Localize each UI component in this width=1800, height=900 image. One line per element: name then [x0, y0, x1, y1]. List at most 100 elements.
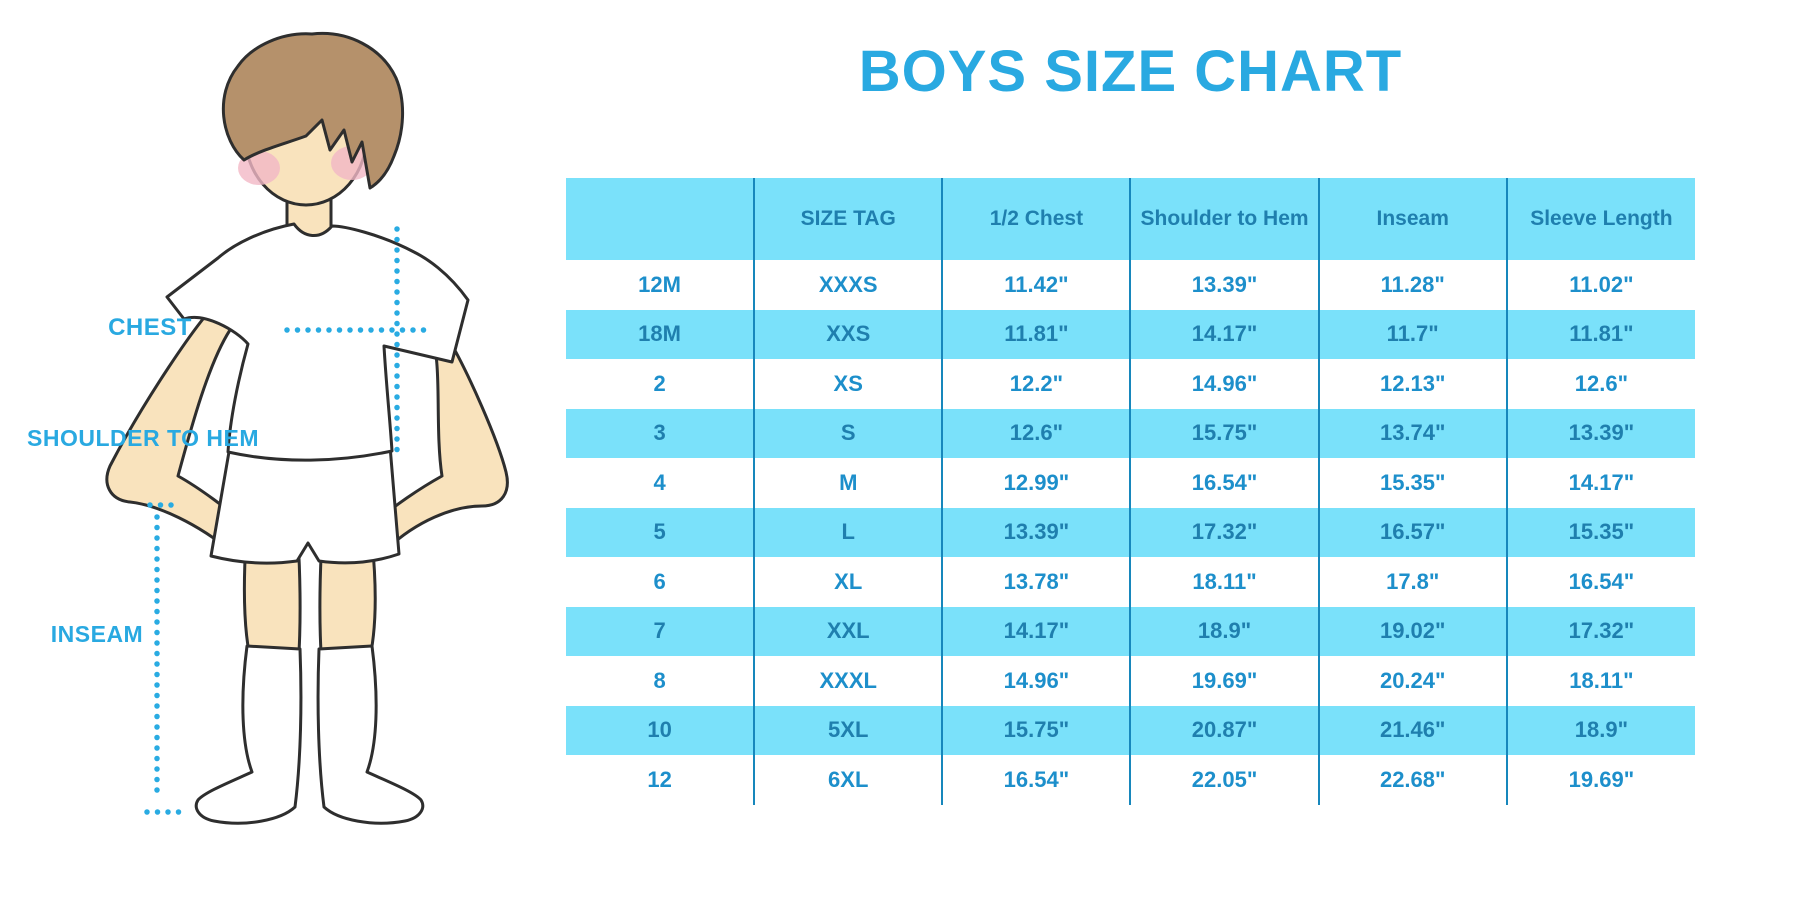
table-row: 7 XXL 14.17" 18.9" 19.02" 17.32"	[566, 606, 1695, 656]
table-cell: 8	[566, 656, 755, 706]
column-header: SIZE TAG	[753, 178, 943, 260]
table-cell: M	[753, 458, 943, 508]
boy-sock-right	[316, 644, 425, 825]
table-cell: 13.78"	[941, 557, 1131, 607]
table-cell: 12.13"	[1317, 359, 1507, 409]
table-cell: 11.7"	[1317, 309, 1507, 359]
table-cell: 22.68"	[1317, 755, 1507, 805]
table-cell: 18.9"	[1505, 705, 1695, 755]
boy-arm-left	[105, 294, 260, 554]
chest-label: CHEST	[108, 314, 192, 341]
table-cell: L	[753, 507, 943, 557]
table-cell: 11.28"	[1317, 260, 1507, 310]
table-cell: 19.69"	[1129, 656, 1319, 706]
column-header: 1/2 Chest	[941, 178, 1131, 260]
table-cell: 6XL	[753, 755, 943, 805]
table-row: 4 M 12.99" 16.54" 15.35" 14.17"	[566, 458, 1695, 508]
table-cell: 18.11"	[1129, 557, 1319, 607]
table-cell: 19.02"	[1317, 606, 1507, 656]
table-cell: 16.57"	[1317, 507, 1507, 557]
table-cell: 14.17"	[1505, 458, 1695, 508]
table-row: 12 6XL 16.54" 22.05" 22.68" 19.69"	[566, 755, 1695, 805]
table-row: 2 XS 12.2" 14.96" 12.13" 12.6"	[566, 359, 1695, 409]
table-cell: 17.32"	[1505, 606, 1695, 656]
table-cell: S	[753, 408, 943, 458]
boy-illustration	[105, 31, 509, 825]
table-cell: 4	[566, 458, 755, 508]
table-cell: 15.75"	[1129, 408, 1319, 458]
table-cell: 17.8"	[1317, 557, 1507, 607]
table-row: 12M XXXS 11.42" 13.39" 11.28" 11.02"	[566, 260, 1695, 310]
column-header: Shoulder to Hem	[1129, 178, 1319, 260]
table-cell: 21.46"	[1317, 705, 1507, 755]
table-cell: 13.39"	[941, 507, 1131, 557]
table-cell: 10	[566, 705, 755, 755]
table-cell: 16.54"	[1129, 458, 1319, 508]
table-cell: 15.75"	[941, 705, 1131, 755]
column-header	[566, 178, 755, 260]
table-cell: XXL	[753, 606, 943, 656]
table-cell: 20.87"	[1129, 705, 1319, 755]
table-cell: 12.2"	[941, 359, 1131, 409]
table-cell: 15.35"	[1317, 458, 1507, 508]
table-cell: 22.05"	[1129, 755, 1319, 805]
table-cell: 2	[566, 359, 755, 409]
table-cell: 14.96"	[1129, 359, 1319, 409]
table-cell: 18.9"	[1129, 606, 1319, 656]
shoulder-to-hem-label: SHOULDER TO HEM	[27, 425, 259, 451]
table-cell: 20.24"	[1317, 656, 1507, 706]
column-header: Sleeve Length	[1505, 178, 1695, 260]
table-cell: 13.39"	[1129, 260, 1319, 310]
table-cell: 18.11"	[1505, 656, 1695, 706]
table-cell: 13.39"	[1505, 408, 1695, 458]
table-cell: 11.42"	[941, 260, 1131, 310]
table-row: 18M XXS 11.81" 14.17" 11.7" 11.81"	[566, 309, 1695, 359]
table-cell: 5	[566, 507, 755, 557]
table-cell: 14.17"	[941, 606, 1131, 656]
page-title: BOYS SIZE CHART	[858, 39, 1403, 104]
boy-shorts	[209, 444, 401, 565]
boy-cheek-left	[238, 151, 280, 185]
table-cell: 12M	[566, 260, 755, 310]
boy-arm-right	[362, 336, 509, 550]
table-cell: 15.35"	[1505, 507, 1695, 557]
boy-tshirt	[165, 222, 470, 462]
table-cell: 12.99"	[941, 458, 1131, 508]
table-cell: 16.54"	[941, 755, 1131, 805]
table-cell: 5XL	[753, 705, 943, 755]
table-cell: 12.6"	[1505, 359, 1695, 409]
table-cell: 14.17"	[1129, 309, 1319, 359]
inseam-label: INSEAM	[50, 621, 144, 647]
table-cell: 11.81"	[1505, 309, 1695, 359]
table-cell: 7	[566, 606, 755, 656]
boy-sock-left	[194, 644, 303, 825]
table-row: 10 5XL 15.75" 20.87" 21.46" 18.9"	[566, 705, 1695, 755]
table-cell: XL	[753, 557, 943, 607]
table-cell: XXS	[753, 309, 943, 359]
table-cell: 3	[566, 408, 755, 458]
measurement-diagram: CHEST SHOULDER TO HEM INSEAM	[0, 0, 560, 900]
table-cell: 16.54"	[1505, 557, 1695, 607]
table-cell: 13.74"	[1317, 408, 1507, 458]
table-row: 3 S 12.6" 15.75" 13.74" 13.39"	[566, 408, 1695, 458]
table-cell: 19.69"	[1505, 755, 1695, 805]
table-cell: 14.96"	[941, 656, 1131, 706]
table-cell: 11.02"	[1505, 260, 1695, 310]
table-cell: 18M	[566, 309, 755, 359]
table-cell: 17.32"	[1129, 507, 1319, 557]
table-cell: XS	[753, 359, 943, 409]
table-row: 5 L 13.39" 17.32" 16.57" 15.35"	[566, 507, 1695, 557]
table-row: 8 XXXL 14.96" 19.69" 20.24" 18.11"	[566, 656, 1695, 706]
size-table-head-row: SIZE TAG 1/2 Chest Shoulder to Hem Inseam Sl…	[566, 178, 1695, 260]
column-header: Inseam	[1317, 178, 1507, 260]
table-cell: XXXS	[753, 260, 943, 310]
table-cell: 12.6"	[941, 408, 1131, 458]
table-cell: 11.81"	[941, 309, 1131, 359]
table-cell: 12	[566, 755, 755, 805]
size-table: SIZE TAG 1/2 Chest Shoulder to Hem Inseam Sl…	[566, 178, 1695, 805]
boy-hair	[221, 31, 404, 190]
table-cell: XXXL	[753, 656, 943, 706]
table-row: 6 XL 13.78" 18.11" 17.8" 16.54"	[566, 557, 1695, 607]
size-table-head: SIZE TAG 1/2 Chest Shoulder to Hem Inseam Sl…	[566, 178, 1695, 260]
table-cell: 6	[566, 557, 755, 607]
